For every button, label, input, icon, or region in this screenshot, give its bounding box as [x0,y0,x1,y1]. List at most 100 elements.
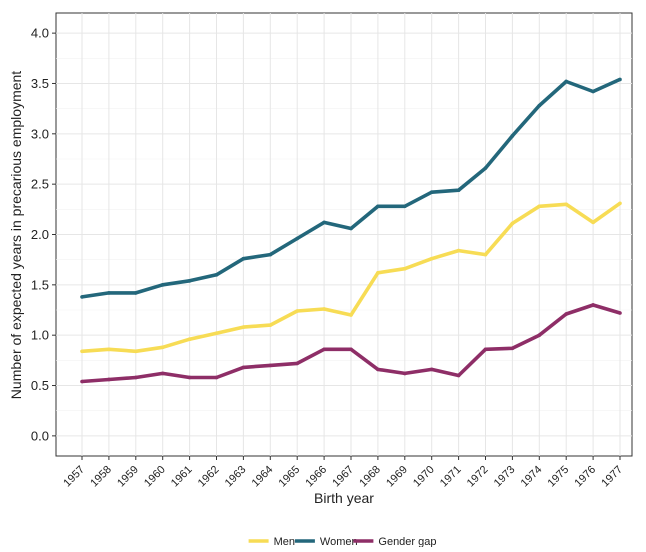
data-point [214,272,219,277]
data-point [591,220,595,225]
data-point [403,204,407,209]
data-point [349,313,353,317]
x-tick-label: 1962 [196,464,222,490]
y-tick-label: 4.0 [31,26,49,41]
data-point [564,79,568,84]
data-point [160,345,165,350]
y-axis-title: Number of expected years in precarious e… [8,71,24,399]
data-point [510,221,515,226]
data-point [322,220,326,225]
x-tick-label: 1970 [411,464,437,490]
data-point [187,375,192,380]
data-point [510,346,515,351]
data-point [241,365,246,370]
y-tick-label: 0.0 [31,428,49,443]
data-point [107,377,111,382]
y-tick-label: 1.5 [31,277,49,292]
y-tick-label: 3.5 [31,76,49,91]
legend-label: Gender gap [378,536,436,547]
data-point [483,252,488,257]
data-point [241,325,246,329]
y-tick-label: 2.0 [31,227,49,242]
y-tick-label: 1.0 [31,328,49,343]
data-point [376,367,380,372]
data-point [537,103,542,108]
data-point [322,307,326,311]
data-point [349,226,353,231]
data-point [483,347,488,352]
x-tick-label: 1960 [142,464,168,490]
x-tick-label: 1973 [492,464,518,490]
data-point [456,248,461,253]
x-tick-label: 1972 [465,464,491,490]
data-point [376,204,380,209]
data-point [376,270,380,275]
data-point [537,204,542,209]
data-point [564,202,568,207]
data-point [160,283,165,287]
data-point [483,166,488,170]
x-tick-label: 1961 [169,464,195,490]
data-point [403,371,407,376]
data-point [187,337,192,342]
data-point [268,363,273,368]
data-point [429,367,434,372]
x-tick-label: 1967 [330,464,356,490]
data-point [349,347,353,352]
legend: Men Women Gender gap [248,536,437,548]
data-point [537,333,542,337]
data-point [295,309,300,313]
data-point [134,375,138,380]
data-point [295,361,300,366]
x-tick-label: 1963 [223,464,249,490]
data-point [591,89,595,94]
data-point [107,291,111,295]
data-point [429,190,434,195]
data-point [80,295,84,299]
legend-label: Men [274,536,295,547]
data-point [510,134,515,138]
data-point [241,256,246,261]
data-point [591,303,595,307]
x-tick-label: 1964 [250,464,276,490]
data-point [618,201,622,206]
data-point [295,236,300,241]
data-point [268,252,273,257]
data-point [187,279,192,283]
data-point [268,323,273,327]
data-point [429,256,434,261]
x-tick-label: 1959 [115,464,141,490]
x-tick-label: 1975 [546,464,572,490]
x-tick-label: 1968 [357,464,383,490]
data-point [456,188,461,192]
x-axis-title: Birth year [314,490,374,506]
data-point [564,312,568,316]
data-point [322,347,326,352]
data-point [214,331,219,335]
y-tick-label: 3.0 [31,126,49,141]
x-tick-label: 1965 [277,464,303,490]
data-point [214,375,219,380]
series-layer [80,77,622,384]
data-point [160,371,165,376]
y-tick-label: 2.5 [31,177,49,192]
x-tick-label: 1977 [599,464,625,490]
data-point [80,349,84,354]
data-point [618,77,622,82]
data-point [107,347,111,352]
data-point [80,379,84,384]
x-tick-label: 1976 [572,464,598,490]
x-tick-label: 1969 [384,464,410,490]
x-tick-label: 1966 [303,464,329,490]
x-tick-label: 1971 [438,464,464,490]
data-point [403,266,407,271]
data-point [134,349,138,354]
x-tick-label: 1974 [519,464,545,490]
x-tick-label: 1957 [61,464,87,490]
legend-label: Women [320,536,358,547]
data-point [456,373,461,378]
data-point [618,311,622,315]
y-tick-label: 0.5 [31,378,49,393]
